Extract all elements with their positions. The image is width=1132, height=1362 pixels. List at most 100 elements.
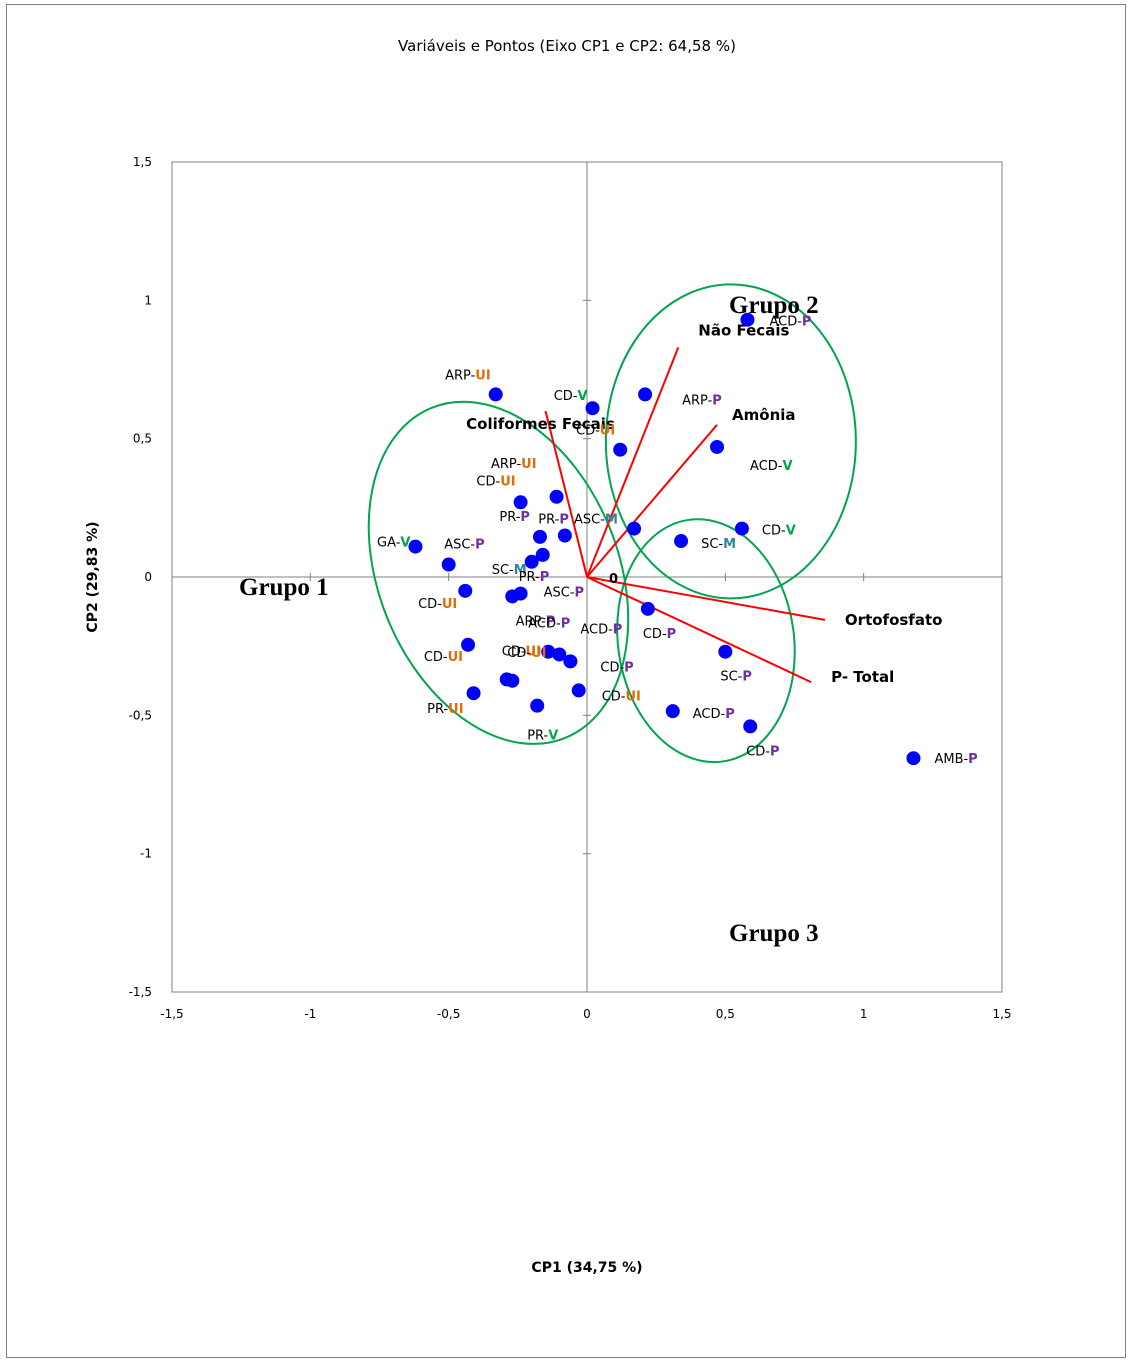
group-ellipses [367,283,857,764]
group-label: Grupo 2 [729,292,819,319]
variable-label: Coliformes Fecais [466,415,615,433]
data-point [613,442,628,457]
point-label-suffix: P [575,586,585,601]
data-point [665,704,680,719]
point-label-suffix: P [561,617,571,632]
data-point [557,528,572,543]
y-tick-label: -1 [140,847,152,861]
point-label-prefix: AMB- [934,752,968,767]
point-label-suffix: UI [442,597,457,612]
data-point [734,521,749,536]
data-point [549,489,564,504]
data-point [441,557,456,572]
point-label: ACD-P [769,315,811,330]
point-label-prefix: CD- [602,689,626,704]
x-tick-label: 0,5 [716,1007,735,1021]
point-label-suffix: P [968,752,978,767]
point-label: ARP-P [516,614,556,629]
variable-label: Ortofosfato [845,611,943,629]
point-label-prefix: ACD- [693,707,726,722]
point-label-prefix: ACD- [750,459,783,474]
data-point [535,547,550,562]
point-label: CD-V [762,524,796,539]
point-label: ARP-UI [491,457,537,472]
point-label-suffix: P [546,614,556,629]
data-point [674,534,689,549]
variable-label: Amônia [732,406,796,424]
point-label-suffix: UI [500,474,515,489]
data-point [461,637,476,652]
data-point [906,751,921,766]
point-label: AMB-P [934,752,977,767]
point-label-prefix: ACD- [769,315,802,330]
point-label: ACD-P [528,617,570,632]
point-label-suffix: UI [531,646,546,661]
point-label: CD-V [554,389,588,404]
point-label-prefix: CD- [600,660,624,675]
data-point [640,601,655,616]
point-label-prefix: SC- [720,670,742,685]
x-tick-label: -1,5 [160,1007,183,1021]
point-label: CD-UI [507,646,546,661]
point-label-suffix: P [613,622,623,637]
point-label-suffix: P [712,393,722,408]
x-tick-label: 0 [583,1007,591,1021]
point-label-suffix: UI [448,702,463,717]
data-point [571,683,586,698]
point-label-suffix: P [540,570,550,585]
data-point [466,686,481,701]
point-label-prefix: PR- [427,702,448,717]
point-label-suffix: V [786,524,796,539]
x-tick-label: 1,5 [992,1007,1011,1021]
group-label: Grupo 3 [729,920,819,947]
variable-vectors: Não Fecais Amônia Coliformes Fecais Ortofos… [466,321,942,686]
variable-label: P- Total [831,668,894,686]
pca-biplot: Variáveis e Pontos (Eixo CP1 e CP2: 64,5… [85,37,1012,1276]
variable-vector [586,576,812,684]
point-label-suffix: UI [475,368,490,383]
variable-vector [586,576,826,621]
data-point [743,719,758,734]
data-point [524,554,539,569]
data-point [585,401,600,416]
origin-label: 0 [609,572,618,587]
point-label-prefix: GA- [377,536,401,551]
point-label-suffix: P [520,510,530,525]
data-point [488,387,503,402]
data-point [513,495,528,510]
point-label: PR-V [527,729,558,744]
point-label: SC-P [720,670,752,685]
data-point [563,654,578,669]
point-label: CD-UI [424,650,463,665]
point-label: ARP-P [682,393,722,408]
point-label-prefix: ACD- [528,617,561,632]
point-label-prefix: PR- [519,570,540,585]
data-point [505,673,520,688]
point-label-prefix: CD- [418,597,442,612]
data-point [408,539,423,554]
point-label: CD-P [643,627,676,642]
point-label-prefix: ASC- [444,538,475,553]
point-label-suffix: UI [448,650,463,665]
point-label: ASC-P [544,586,584,601]
point-label: ARP-UI [445,368,491,383]
point-label-suffix: P [624,660,634,675]
point-label-prefix: CD- [643,627,667,642]
data-point [532,529,547,544]
data-point [718,644,733,659]
point-label-suffix: M [605,513,618,528]
data-point [627,521,642,536]
point-label: ACD-P [580,622,622,637]
x-tick-label: -0,5 [437,1007,460,1021]
point-label-suffix: UI [521,457,536,472]
point-label-suffix: P [475,538,485,553]
point-label-suffix: UI [625,689,640,704]
point-label-prefix: SC- [492,563,514,578]
variable-vector [586,424,718,578]
point-label-prefix: ACD- [580,622,613,637]
data-point [710,439,725,454]
point-label: CD-UI [502,644,541,659]
point-label-suffix: V [400,536,410,551]
point-label-prefix: CD- [554,389,578,404]
